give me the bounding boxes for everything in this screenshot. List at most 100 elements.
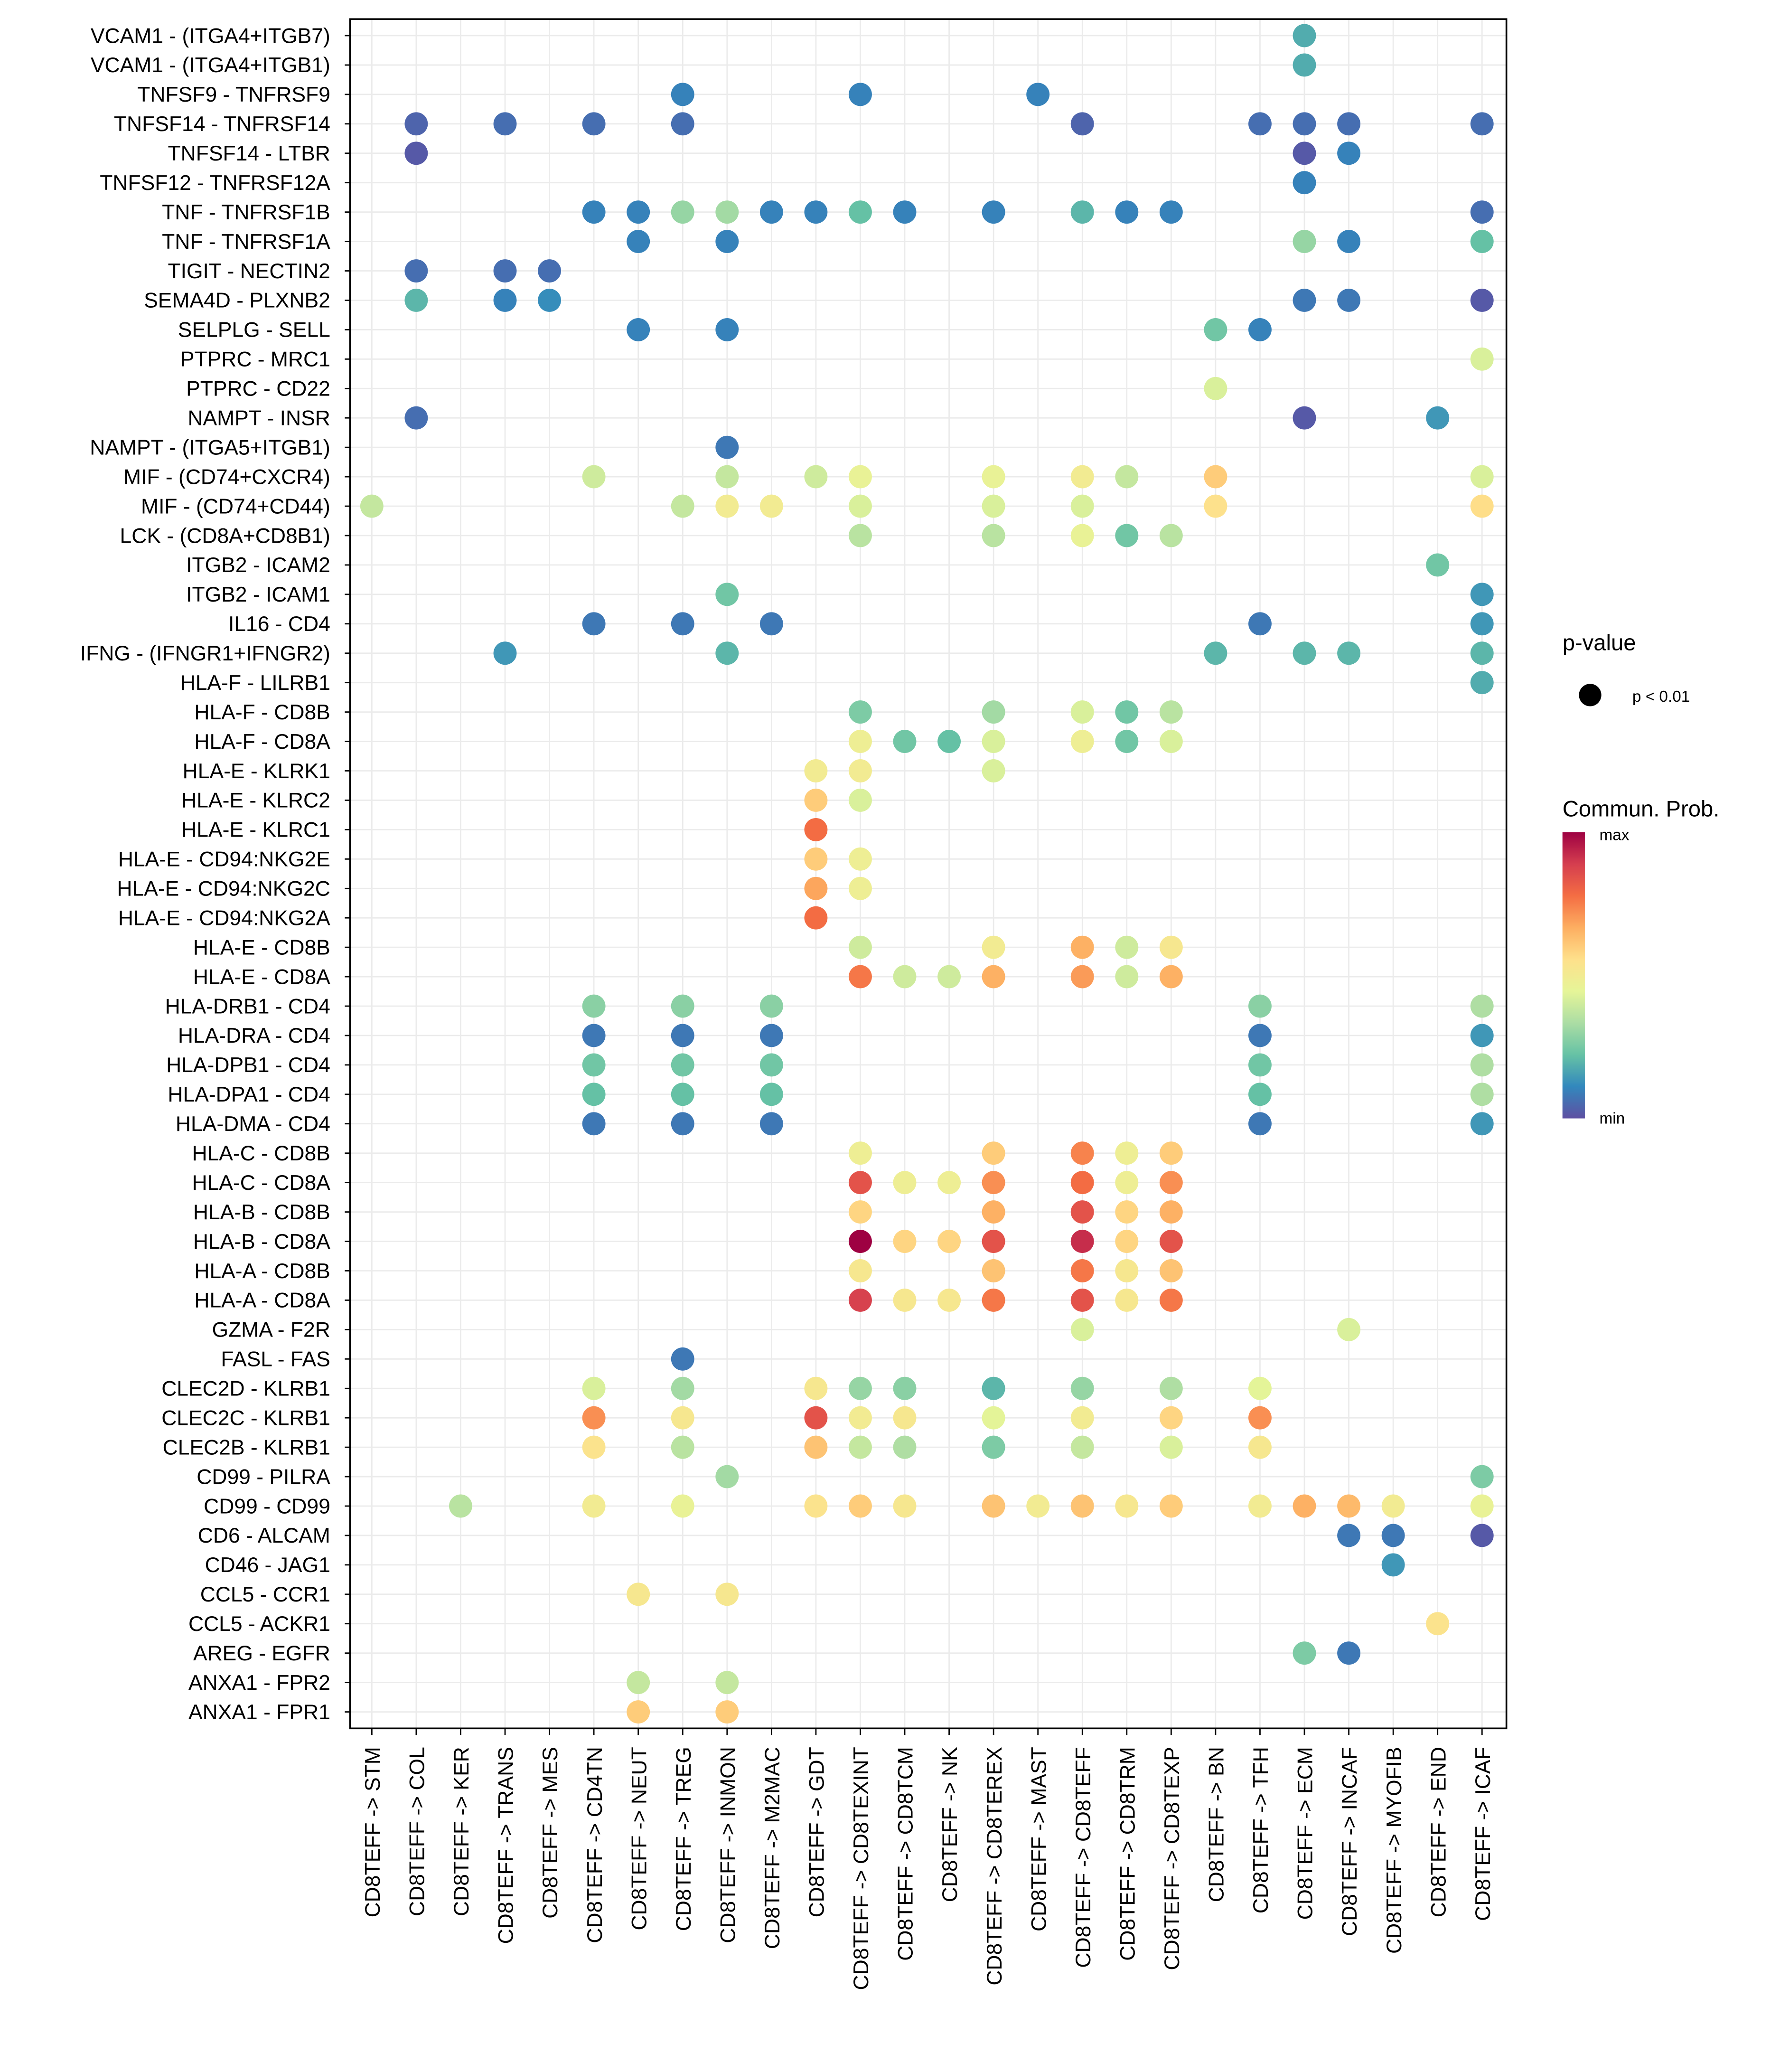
y-tick-label: IFNG - (IFNGR1+IFNGR2) <box>80 642 330 665</box>
data-point <box>1159 1259 1183 1282</box>
x-tick-label: CD8TEFF -> GDT <box>806 1747 829 1917</box>
y-tick-label: SEMA4D - PLXNB2 <box>144 289 330 312</box>
x-tick-label: CD8TEFF -> CD8TCM <box>894 1747 918 1961</box>
x-tick-label: CD8TEFF -> STM <box>361 1747 384 1917</box>
x-tick-label: CD8TEFF -> NEUT <box>628 1747 651 1930</box>
data-point <box>582 200 606 224</box>
data-point <box>1070 524 1094 547</box>
data-point <box>582 1494 606 1518</box>
data-point <box>582 1376 606 1400</box>
x-tick-label: CD8TEFF -> BN <box>1205 1747 1228 1902</box>
data-point <box>1293 289 1316 312</box>
x-tick-label: CD8TEFF -> CD4TN <box>583 1747 607 1943</box>
data-point <box>671 1347 694 1371</box>
y-tick-label: TNF - TNFRSF1A <box>162 230 330 254</box>
data-point <box>1115 1171 1139 1195</box>
data-point <box>1070 1406 1094 1430</box>
data-point <box>1337 641 1361 665</box>
data-point <box>627 1671 650 1695</box>
data-point <box>1381 1494 1405 1518</box>
data-point <box>404 259 428 283</box>
data-point <box>627 1700 650 1724</box>
data-point <box>1070 1230 1094 1253</box>
data-point <box>1248 112 1272 136</box>
data-point <box>1248 1494 1272 1518</box>
data-point <box>1470 994 1494 1018</box>
data-point <box>671 200 694 224</box>
data-point <box>493 112 517 136</box>
data-point <box>1248 318 1272 341</box>
data-point <box>1293 112 1316 136</box>
data-point <box>671 1376 694 1400</box>
y-tick-label: GZMA - F2R <box>212 1319 330 1342</box>
x-tick-label: CD8TEFF -> MAST <box>1027 1747 1050 1931</box>
x-tick-label: CD8TEFF -> END <box>1427 1747 1450 1917</box>
data-point <box>982 700 1005 724</box>
data-point <box>1248 994 1272 1018</box>
data-point <box>804 1406 828 1430</box>
data-point <box>715 583 739 606</box>
data-point <box>1204 641 1227 665</box>
data-point <box>759 994 783 1018</box>
data-point <box>759 1024 783 1047</box>
data-point <box>849 700 872 724</box>
y-tick-label: HLA-F - LILRB1 <box>180 671 330 695</box>
data-point <box>627 1582 650 1606</box>
y-tick-label: HLA-F - CD8B <box>194 701 330 724</box>
data-point <box>715 494 739 518</box>
data-point <box>1115 1494 1139 1518</box>
y-tick-label: IL16 - CD4 <box>228 612 330 636</box>
data-point <box>582 112 606 136</box>
data-point <box>493 259 517 283</box>
data-point <box>1115 965 1139 989</box>
data-point <box>1115 200 1139 224</box>
y-tick-label: CD46 - JAG1 <box>205 1554 330 1577</box>
data-point <box>1470 494 1494 518</box>
data-point <box>1381 1553 1405 1577</box>
y-tick-label: PTPRC - MRC1 <box>180 348 330 371</box>
y-tick-label: HLA-E - CD94:NKG2E <box>118 848 330 871</box>
data-point <box>671 112 694 136</box>
y-axis: VCAM1 - (ITGA4+ITGB7) VCAM1 - (ITGA4+ITGB… <box>80 24 350 1724</box>
data-point <box>804 906 828 930</box>
data-point <box>582 612 606 636</box>
data-point <box>759 494 783 518</box>
colorbar-min-label: min <box>1599 1110 1625 1128</box>
y-tick-label: MIF - (CD74+CXCR4) <box>123 465 330 489</box>
data-point <box>715 230 739 254</box>
data-point <box>671 1112 694 1136</box>
legend: p-value p < 0.01 Commun. Prob. max min <box>1562 630 1719 1128</box>
x-tick-label: CD8TEFF -> INCAF <box>1338 1747 1361 1936</box>
data-point <box>893 1435 917 1459</box>
data-point <box>849 730 872 753</box>
data-point <box>982 1230 1005 1253</box>
data-point <box>759 200 783 224</box>
data-point <box>759 1083 783 1106</box>
data-point <box>1337 112 1361 136</box>
data-point <box>849 1435 872 1459</box>
data-point <box>360 494 384 518</box>
data-point <box>1248 1083 1272 1106</box>
data-point <box>1337 289 1361 312</box>
data-point <box>893 1230 917 1253</box>
data-point <box>759 1112 783 1136</box>
data-point <box>804 847 828 871</box>
data-point <box>893 200 917 224</box>
y-tick-label: LCK - (CD8A+CD8B1) <box>120 524 330 547</box>
data-point <box>893 1406 917 1430</box>
data-point <box>715 1700 739 1724</box>
data-point <box>449 1494 472 1518</box>
y-tick-label: ITGB2 - ICAM2 <box>186 554 330 577</box>
data-point <box>1115 1288 1139 1312</box>
x-tick-label: CD8TEFF -> KER <box>450 1747 473 1916</box>
y-tick-label: HLA-F - CD8A <box>194 730 330 753</box>
data-point <box>671 994 694 1018</box>
data-point <box>1470 671 1494 695</box>
legend-size-dot <box>1579 684 1602 706</box>
data-point <box>893 1376 917 1400</box>
data-point <box>1248 1053 1272 1077</box>
x-tick-label: CD8TEFF -> TREG <box>672 1747 695 1931</box>
y-tick-label: TNFSF9 - TNFRSF9 <box>137 83 330 106</box>
